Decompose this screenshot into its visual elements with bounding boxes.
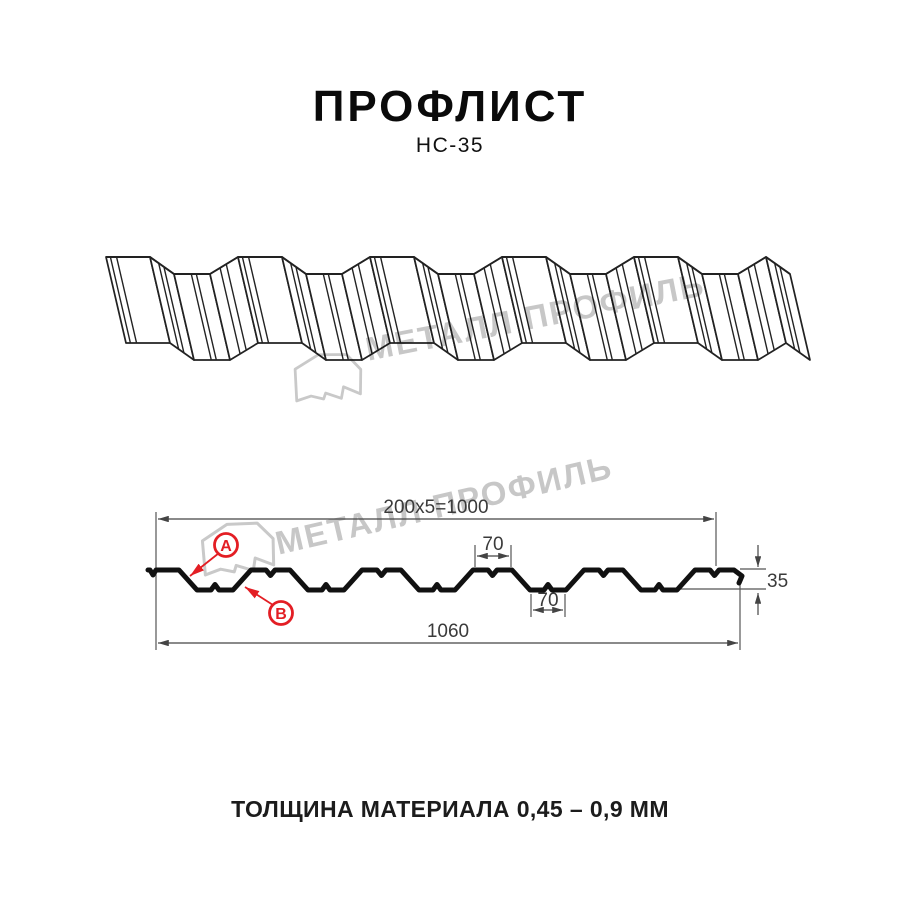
profile-3d-faces <box>105 256 811 361</box>
side-a-annotation: A <box>189 532 239 577</box>
dim-label-height: 35 <box>767 571 788 592</box>
side-b-annotation: B <box>244 586 294 626</box>
side-a-leader-arrow <box>189 552 220 577</box>
profile-cross-section-path <box>145 567 745 593</box>
side-b-leader-arrow <box>244 586 274 606</box>
side-b-label: B <box>275 606 287 623</box>
dim-label-top-span: 200x5=1000 <box>383 497 488 518</box>
side-a-circle <box>213 532 239 558</box>
dim-label-trough-width: 70 <box>537 590 558 611</box>
profile-code-subtitle: НС-35 <box>415 134 485 157</box>
side-a-label: A <box>220 538 232 555</box>
side-b-circle <box>268 600 294 626</box>
material-thickness-note: ТОЛЩИНА МАТЕРИАЛА 0,45 – 0,9 ММ <box>231 796 669 822</box>
dimension-extension-lines <box>155 512 766 650</box>
dimension-lines <box>158 515 762 647</box>
page-title: ПРОФЛИСТ <box>312 82 588 131</box>
dim-label-total-width: 1060 <box>427 621 469 642</box>
dim-label-crest-width: 70 <box>482 534 503 555</box>
